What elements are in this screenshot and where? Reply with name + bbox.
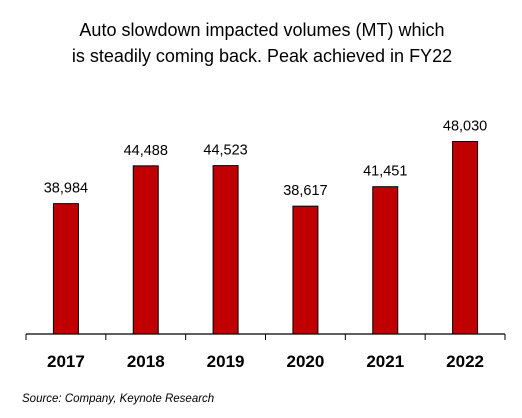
x-axis-ticks-group [25, 334, 506, 340]
bar-2022 [452, 141, 479, 335]
x-tick-label-2020: 2020 [287, 352, 325, 371]
x-tick-label-2019: 2019 [207, 352, 245, 371]
bars-group [52, 141, 479, 335]
bar-2017 [52, 203, 79, 335]
source-note: Source: Company, Keynote Research [22, 393, 214, 405]
x-tick-label-2018: 2018 [127, 352, 165, 371]
chart-title-line-1: Auto slowdown impacted volumes (MT) whic… [79, 20, 444, 40]
chart-title-line-2: is steadily coming back. Peak achieved i… [72, 46, 452, 66]
data-label-2021: 41,451 [363, 164, 407, 180]
x-tick-label-2021: 2021 [366, 352, 404, 371]
x-tick-label-2017: 2017 [47, 352, 85, 371]
x-tick-label-2022: 2022 [446, 352, 484, 371]
data-label-2020: 38,617 [283, 183, 327, 199]
data-label-2022: 48,030 [443, 119, 487, 135]
data-label-2018: 44,488 [124, 143, 168, 159]
data-label-2019: 44,523 [203, 143, 247, 159]
bar-2018 [132, 165, 159, 335]
data-label-2017: 38,984 [44, 181, 88, 197]
bar-2020 [292, 205, 319, 335]
x-tick-labels-group: 2017 2018 2019 2020 2021 2022 [47, 352, 484, 371]
bar-2021 [372, 186, 399, 335]
value-labels-group: 38,984 44,488 44,523 38,617 41,451 48,030 [44, 119, 488, 200]
bar-2019 [212, 165, 239, 335]
